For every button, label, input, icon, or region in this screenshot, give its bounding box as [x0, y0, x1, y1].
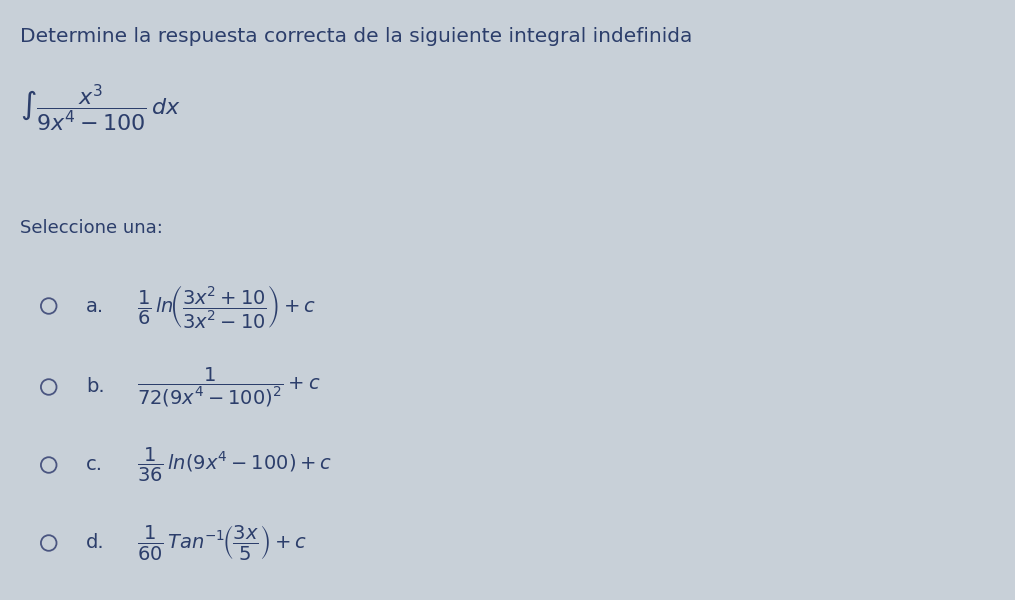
Text: $\dfrac{1}{6}\,ln\!\left(\dfrac{3x^2+10}{3x^2-10}\right)+c$: $\dfrac{1}{6}\,ln\!\left(\dfrac{3x^2+10}… [137, 283, 317, 329]
Text: b.: b. [86, 377, 105, 397]
Text: d.: d. [86, 533, 105, 553]
Text: $\dfrac{1}{36}\,ln(9x^4-100)+c$: $\dfrac{1}{36}\,ln(9x^4-100)+c$ [137, 446, 332, 484]
Text: $\dfrac{1}{60}\,Tan^{-1}\!\left(\dfrac{3x}{5}\right)+c$: $\dfrac{1}{60}\,Tan^{-1}\!\left(\dfrac{3… [137, 523, 307, 563]
Text: Determine la respuesta correcta de la siguiente integral indefinida: Determine la respuesta correcta de la si… [20, 27, 692, 46]
Text: a.: a. [86, 296, 105, 316]
Text: $\dfrac{1}{72(9x^4-100)^2}+c$: $\dfrac{1}{72(9x^4-100)^2}+c$ [137, 365, 321, 409]
Text: $\int \dfrac{x^3}{9x^4-100}\,dx$: $\int \dfrac{x^3}{9x^4-100}\,dx$ [20, 82, 181, 134]
Text: c.: c. [86, 455, 104, 475]
Text: Seleccione una:: Seleccione una: [20, 219, 163, 237]
